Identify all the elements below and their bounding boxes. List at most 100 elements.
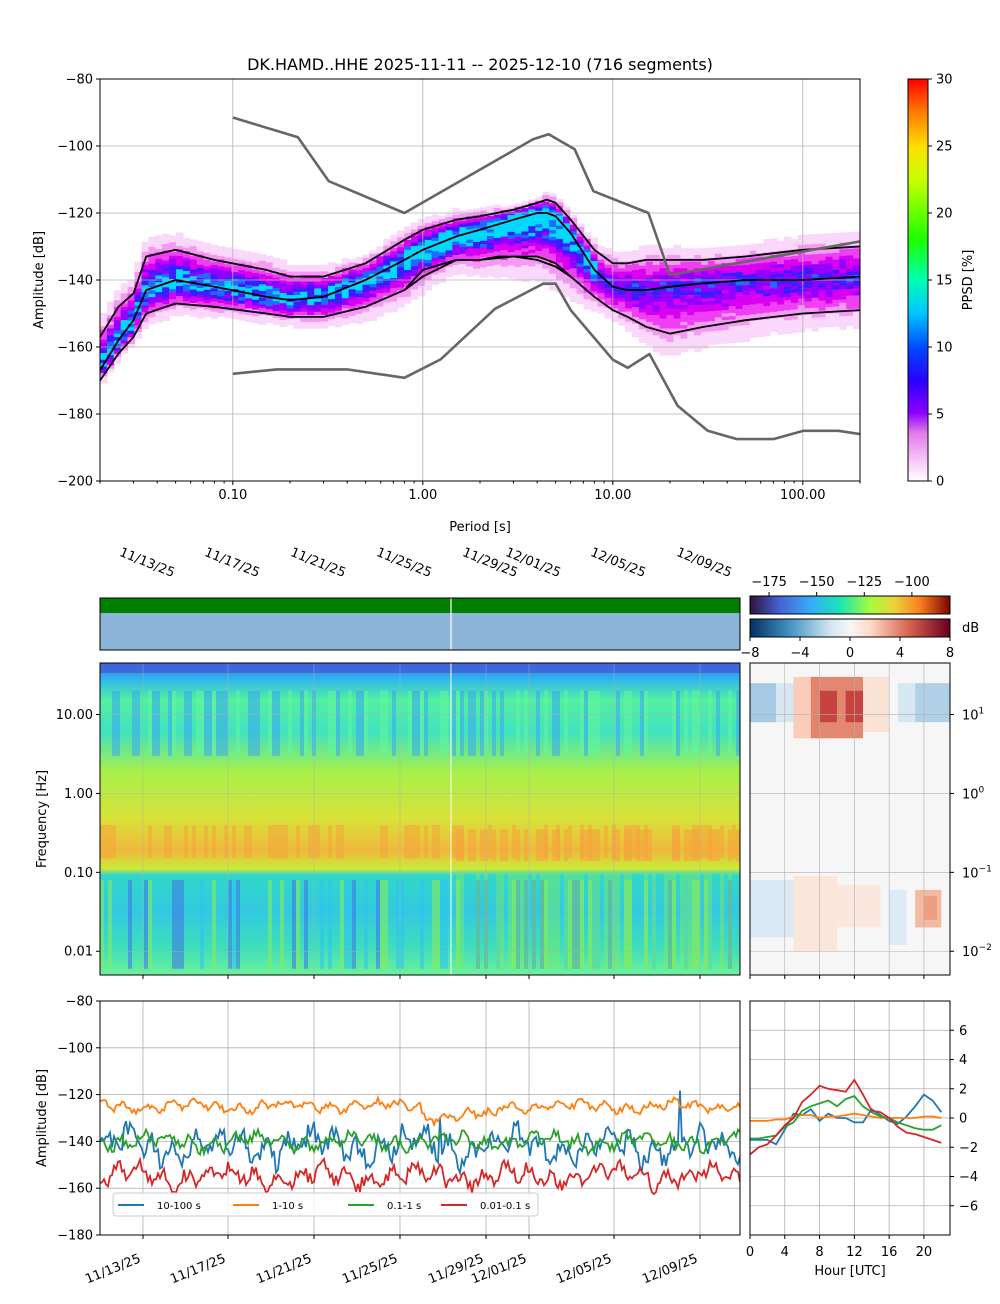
ppsd-density-cell	[618, 298, 626, 302]
spectrogram-strip	[596, 879, 600, 969]
ppsd-density-cell	[790, 302, 799, 307]
ppsd-density-cell	[100, 359, 108, 364]
ppsd-density-cell	[721, 276, 730, 281]
ppsd-density-cell	[106, 365, 115, 369]
ppsd-density-cell	[777, 294, 785, 298]
ppsd-density-cell	[500, 270, 509, 274]
ppsd-density-cell	[832, 279, 840, 284]
ppsd-density-cell	[473, 265, 481, 269]
ppsd-density-cell	[252, 316, 260, 320]
ppsd-density-cell	[694, 342, 702, 346]
ppsd-density-cell	[645, 335, 654, 339]
ppsd-density-cell	[562, 236, 571, 241]
ppsd-density-cell	[583, 265, 592, 270]
ppsd-density-cell	[701, 305, 709, 309]
ppsd-density-cell	[597, 279, 605, 284]
ppsd-colorbar-tick-label: 15	[936, 274, 953, 289]
ppsd-density-cell	[376, 286, 384, 291]
ppsd-density-cell	[763, 306, 771, 310]
ppsd-density-cell	[521, 261, 529, 266]
ppsd-density-cell	[169, 292, 177, 296]
ppsd-density-cell	[728, 249, 737, 253]
ppsd-density-cell	[169, 272, 177, 276]
ppsd-density-cell	[182, 281, 191, 285]
ppsd-density-cell	[155, 295, 163, 300]
ppsd-density-cell	[784, 243, 792, 247]
ppsd-density-cell	[196, 281, 205, 285]
ppsd-density-cell	[687, 318, 695, 323]
ppsd-density-cell	[383, 262, 391, 266]
ppsd-density-cell	[735, 282, 744, 286]
ppsd-density-cell	[597, 249, 605, 254]
ppsd-density-cell	[770, 285, 778, 289]
ppsd-density-cell	[459, 220, 467, 225]
ppsd-density-cell	[694, 271, 702, 276]
ppsd-density-cell	[328, 295, 336, 300]
ppsd-density-cell	[790, 265, 799, 270]
ppsd-density-cell	[721, 323, 730, 328]
ppsd-density-cell	[341, 271, 350, 275]
ppsd-density-cell	[521, 268, 529, 272]
ppsd-density-cell	[521, 265, 529, 269]
ppsd-density-cell	[652, 244, 661, 249]
ppsd-colorbar-tick-label: 20	[936, 207, 953, 222]
ppsd-density-cell	[797, 302, 806, 306]
ppsd-density-cell	[694, 288, 702, 292]
ppsd-density-cell	[576, 236, 585, 241]
ppsd-density-cell	[521, 208, 529, 212]
ppsd-density-cell	[286, 318, 294, 323]
ppsd-density-cell	[127, 297, 136, 301]
spectrogram-strip	[148, 879, 152, 969]
ppsd-density-cell	[307, 285, 315, 289]
ppsd-density-cell	[645, 298, 654, 302]
ppsd-density-cell	[846, 238, 854, 243]
ppsd-density-cell	[790, 279, 799, 283]
ppsd-density-cell	[687, 321, 695, 326]
ppsd-density-cell	[549, 216, 557, 221]
ppsd-colorbar	[907, 78, 929, 482]
ppsd-density-cell	[549, 287, 557, 291]
spectrogram-strip	[336, 690, 340, 756]
ppsd-density-cell	[528, 216, 536, 220]
ppsd-density-cell	[459, 233, 467, 238]
ppsd-density-cell	[569, 231, 578, 235]
ppsd-density-cell	[314, 291, 322, 296]
ppsd-density-cell	[203, 313, 212, 317]
ppsd-density-cell	[528, 222, 536, 227]
spectrogram-strip	[552, 829, 556, 861]
ppsd-density-cell	[383, 255, 391, 260]
ppsd-density-cell	[424, 223, 433, 227]
ppsd-density-cell	[120, 286, 129, 291]
ppsd-density-cell	[189, 306, 198, 310]
ppsd-density-cell	[120, 343, 129, 348]
ppsd-density-cell	[763, 245, 771, 250]
ppsd-density-cell	[493, 261, 502, 266]
spectrogram-strip	[172, 690, 176, 756]
ppsd-density-cell	[721, 326, 730, 331]
ppsd-density-cell	[486, 242, 495, 247]
ppsd-density-cell	[362, 298, 370, 302]
diurnal-bands-y-tick-label: 6	[959, 1024, 967, 1039]
ppsd-density-cell	[369, 317, 377, 322]
ppsd-density-cell	[113, 296, 122, 301]
ppsd-density-cell	[376, 299, 384, 304]
ppsd-density-cell	[569, 224, 578, 229]
ppsd-density-cell	[528, 263, 536, 267]
ppsd-density-cell	[825, 239, 833, 244]
diurnal-bands-lines	[750, 1078, 943, 1156]
ppsd-density-cell	[245, 268, 253, 272]
ppsd-density-cell	[590, 244, 598, 248]
ppsd-density-cell	[217, 262, 225, 267]
ppsd-density-cell	[189, 256, 198, 260]
ppsd-density-cell	[549, 240, 557, 244]
ppsd-density-cell	[438, 232, 446, 236]
ppsd-density-cell	[590, 291, 598, 295]
ppsd-density-cell	[507, 211, 516, 216]
spectrogram-strip	[256, 690, 260, 756]
ppsd-density-cell	[362, 268, 370, 272]
ppsd-density-cell	[673, 318, 681, 323]
ppsd-density-cell	[659, 271, 668, 276]
ppsd-density-cell	[708, 311, 716, 315]
ppsd-panel: 0.10 1.00 10.00 100.00−200−180−160−140−120−…	[32, 73, 976, 536]
ppsd-density-cell	[279, 316, 288, 321]
